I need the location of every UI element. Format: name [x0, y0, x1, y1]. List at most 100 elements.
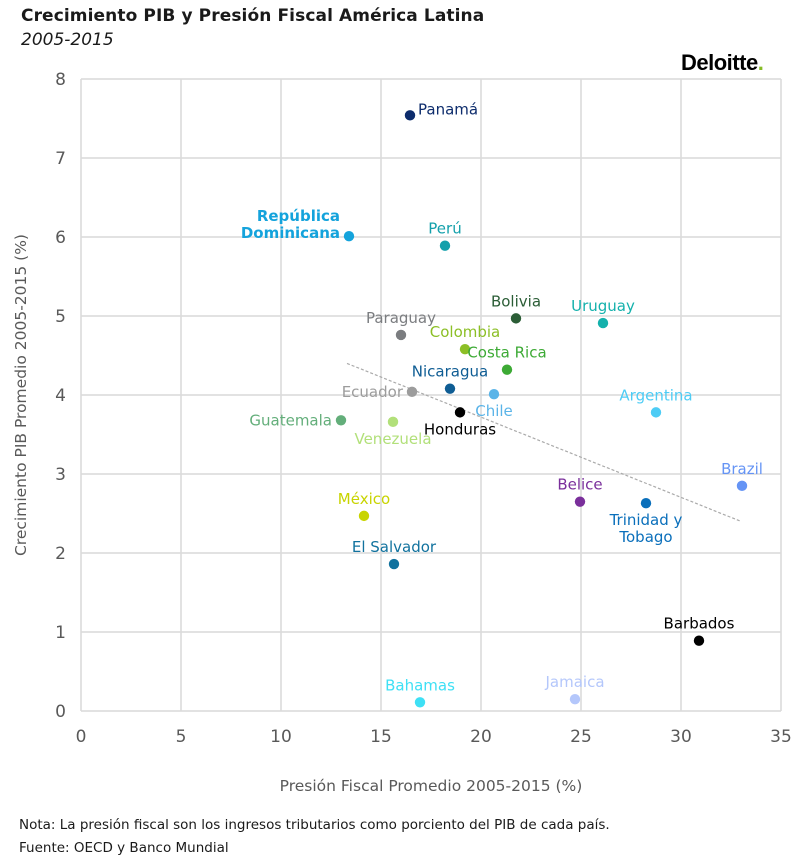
x-tick-label: 0 — [76, 727, 87, 747]
x-tick-label: 15 — [370, 727, 392, 747]
x-tick-label: 25 — [570, 727, 592, 747]
y-tick-label: 5 — [55, 307, 66, 327]
x-tick-label: 10 — [270, 727, 292, 747]
data-point[interactable] — [650, 407, 662, 418]
data-point[interactable] — [501, 364, 513, 375]
data-label-line: Bolivia — [491, 292, 541, 310]
data-label-line: Belice — [557, 476, 602, 494]
data-label-line: República — [257, 207, 340, 225]
data-label: Perú — [428, 220, 461, 238]
data-label: Nicaragua — [412, 363, 488, 381]
data-label-line: Brazil — [721, 460, 763, 478]
chart-subtitle: 2005-2015 — [21, 30, 114, 50]
data-label-line: Uruguay — [571, 297, 635, 315]
y-tick-label: 0 — [55, 702, 66, 722]
data-label-line: Venezuela — [354, 430, 431, 448]
data-point[interactable] — [574, 496, 586, 507]
data-label: Brazil — [721, 460, 763, 478]
data-label: El Salvador — [352, 538, 437, 556]
data-label: Panamá — [418, 100, 478, 118]
data-point[interactable] — [387, 416, 399, 428]
grid — [80, 78, 782, 712]
logo-text: Deloitte — [681, 50, 758, 75]
data-label-line: Argentina — [619, 386, 692, 404]
data-point[interactable] — [358, 510, 370, 522]
data-point[interactable] — [444, 383, 456, 394]
logo-dot: . — [757, 50, 764, 75]
data-label: Jamaica — [544, 673, 604, 691]
x-tick-label: 30 — [670, 727, 692, 747]
data-point[interactable] — [343, 231, 355, 242]
y-tick-label: 2 — [55, 544, 66, 564]
data-label-line: Ecuador — [342, 383, 404, 401]
y-tick-label: 6 — [55, 228, 66, 248]
data-point[interactable] — [406, 386, 418, 398]
data-points — [335, 110, 748, 708]
data-label: Guatemala — [249, 411, 332, 429]
data-label: Venezuela — [354, 430, 431, 448]
data-point[interactable] — [510, 313, 522, 324]
data-label: México — [338, 490, 390, 508]
x-tick-label: 5 — [176, 727, 187, 747]
data-point[interactable] — [736, 480, 748, 492]
data-label-line: México — [338, 490, 390, 508]
data-point[interactable] — [569, 693, 581, 705]
data-point[interactable] — [414, 697, 426, 708]
x-axis-ticks: 0 5 10 15 20 25 30 35 — [76, 727, 792, 747]
data-label: Paraguay — [366, 309, 436, 327]
data-label-line: Nicaragua — [412, 363, 488, 381]
data-labels: Panamá República Dominicana Perú Paraguay Bol… — [241, 100, 763, 694]
x-tick-label: 35 — [770, 727, 792, 747]
data-label-line: El Salvador — [352, 538, 437, 556]
y-axis-ticks: 0 1 2 3 4 5 6 7 8 — [55, 70, 66, 722]
data-label-line: Barbados — [664, 615, 735, 633]
data-label: Ecuador — [342, 383, 404, 401]
footnote-note: Nota: La presión fiscal son los ingresos… — [19, 817, 610, 833]
data-label: Costa Rica — [467, 344, 546, 362]
data-label-line: Costa Rica — [467, 344, 546, 362]
data-point[interactable] — [388, 558, 400, 570]
data-label: Trinidad y Tobago — [609, 511, 683, 546]
data-label: Honduras — [424, 420, 496, 438]
y-tick-label: 3 — [55, 465, 66, 485]
x-axis-label: Presión Fiscal Promedio 2005-2015 (%) — [280, 777, 583, 795]
data-point[interactable] — [488, 389, 500, 400]
y-tick-label: 4 — [55, 386, 66, 406]
y-tick-label: 1 — [55, 623, 66, 643]
data-label-line: Chile — [475, 402, 513, 420]
data-point[interactable] — [459, 343, 471, 355]
data-point[interactable] — [395, 329, 407, 341]
data-label: Uruguay — [571, 297, 635, 315]
data-point[interactable] — [454, 407, 466, 418]
y-tick-label: 8 — [55, 70, 66, 90]
data-label-line: Guatemala — [249, 411, 332, 429]
data-point[interactable] — [597, 317, 609, 329]
data-point[interactable] — [693, 635, 705, 646]
chart-title: Crecimiento PIB y Presión Fiscal América… — [21, 6, 485, 26]
data-label: Bahamas — [385, 676, 455, 694]
data-label-line: Perú — [428, 220, 461, 238]
deloitte-logo: Deloitte. — [681, 50, 764, 76]
data-label: Argentina — [619, 386, 692, 404]
x-tick-label: 20 — [470, 727, 492, 747]
data-label-line: Jamaica — [544, 673, 604, 691]
data-label: Colombia — [430, 323, 501, 341]
data-label-line: Colombia — [430, 323, 501, 341]
y-tick-label: 7 — [55, 149, 66, 169]
footnote-source: Fuente: OECD y Banco Mundial — [19, 840, 229, 856]
data-label: Bolivia — [491, 292, 541, 310]
data-label-line: Panamá — [418, 100, 478, 118]
data-point[interactable] — [404, 110, 416, 121]
data-point[interactable] — [335, 415, 347, 426]
data-label: Belice — [557, 476, 602, 494]
data-point[interactable] — [640, 498, 652, 509]
data-label: Chile — [475, 402, 513, 420]
data-label: República Dominicana — [241, 207, 340, 242]
data-label-line: Trinidad y — [609, 511, 683, 529]
data-label-line: Dominicana — [241, 224, 340, 242]
scatter-chart: 0 5 10 15 20 25 30 35 0 1 2 3 4 5 6 7 8 Presión Fiscal … — [12, 70, 792, 795]
data-point[interactable] — [439, 240, 451, 251]
data-label-line: Tobago — [618, 528, 672, 546]
data-label-line: Bahamas — [385, 676, 455, 694]
data-label: Barbados — [664, 615, 735, 633]
